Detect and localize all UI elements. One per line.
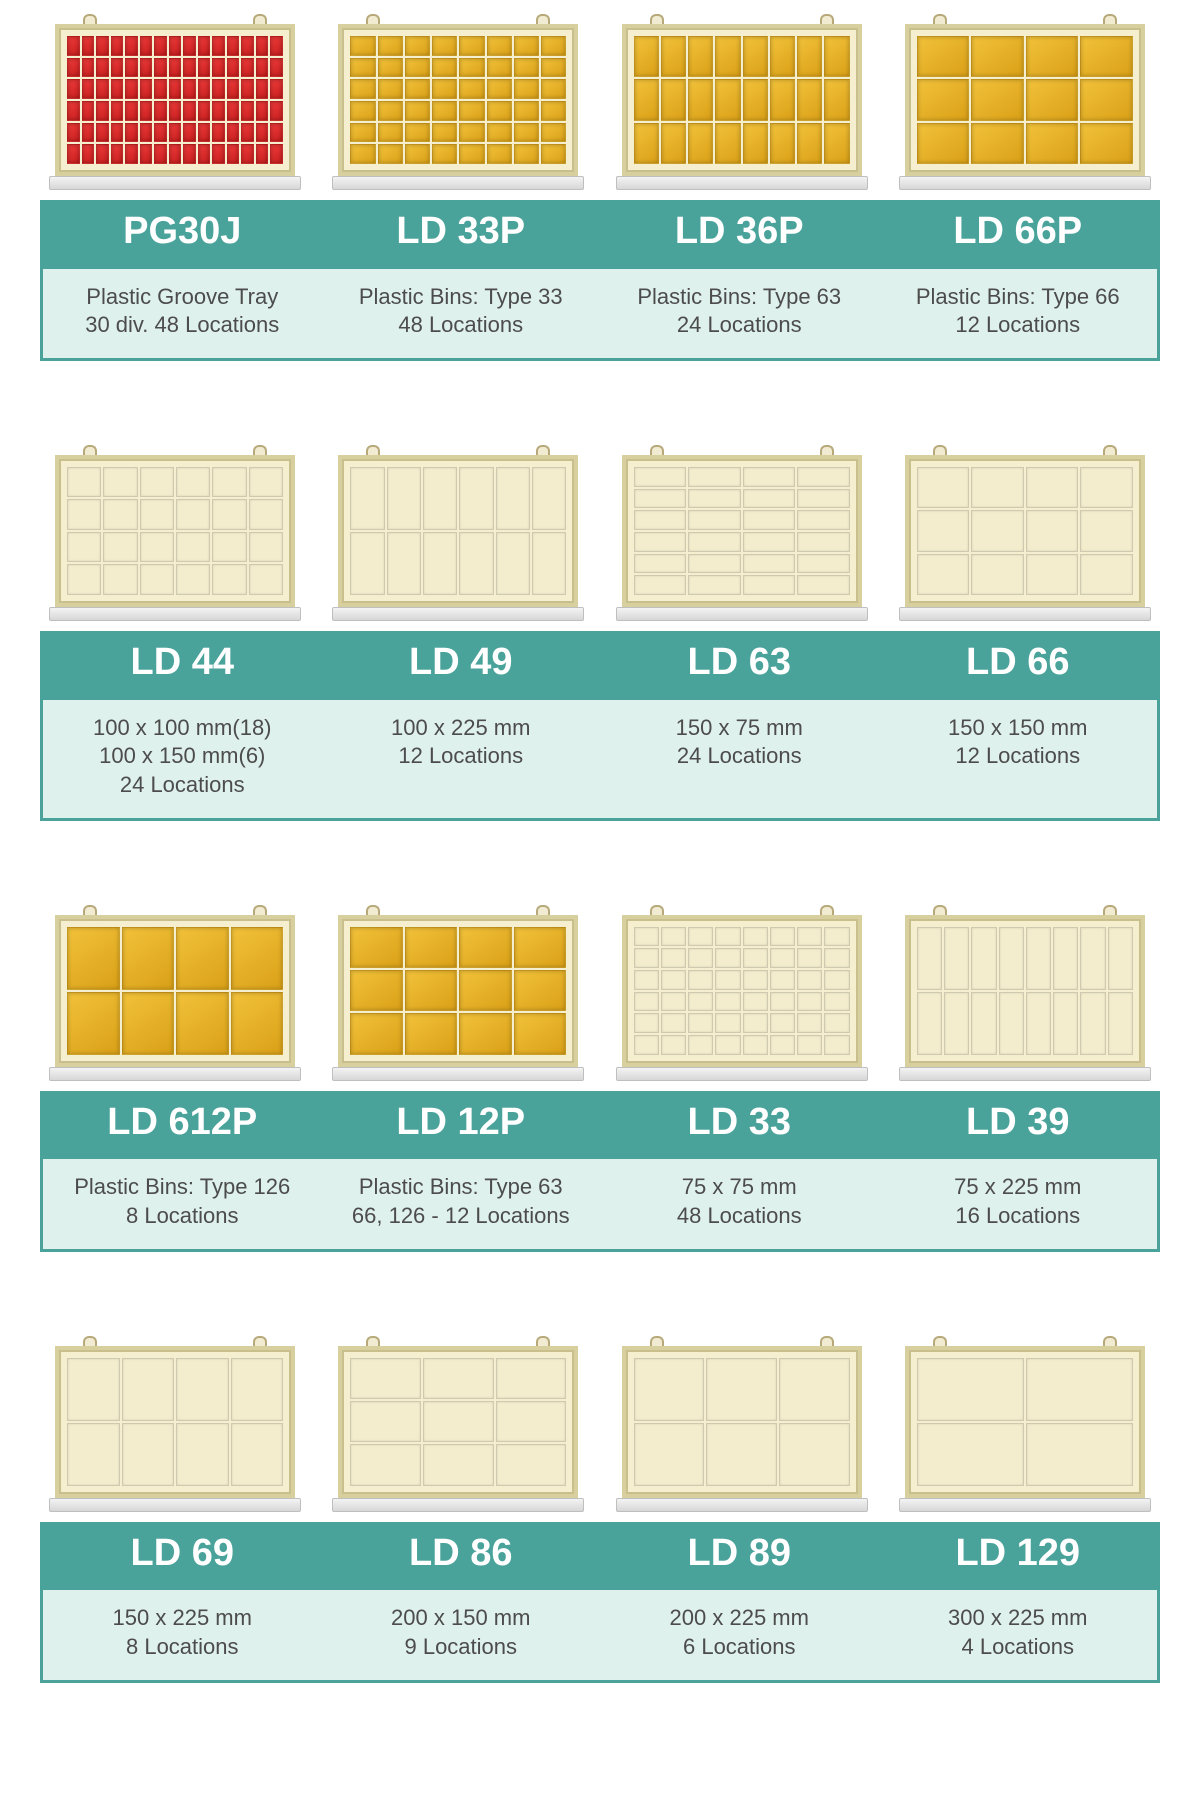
product-code: LD 39 xyxy=(879,1094,1158,1154)
product-description: 150 x 150 mm 12 Locations xyxy=(879,700,1158,818)
tray-illustration xyxy=(905,911,1145,1081)
product-row: LD 612PLD 12PLD 33LD 39Plastic Bins: Typ… xyxy=(40,911,1160,1252)
tray-illustration xyxy=(622,20,862,190)
tray-illustration xyxy=(338,1342,578,1512)
product-description: 75 x 75 mm 48 Locations xyxy=(600,1159,879,1248)
product-description: 300 x 225 mm 4 Locations xyxy=(879,1590,1158,1679)
product-code: LD 33P xyxy=(322,203,601,263)
product-code: LD 69 xyxy=(43,1525,322,1585)
tray-illustration xyxy=(622,911,862,1081)
tray-images-row xyxy=(40,451,1160,621)
tray-cell xyxy=(617,1342,867,1512)
tray-cell xyxy=(333,451,583,621)
titles-band: LD 44LD 49LD 63LD 66 xyxy=(40,631,1160,697)
tray-illustration xyxy=(55,451,295,621)
product-code: LD 63 xyxy=(600,634,879,694)
tray-cell xyxy=(50,20,300,190)
product-code: LD 89 xyxy=(600,1525,879,1585)
tray-cell xyxy=(900,1342,1150,1512)
tray-illustration xyxy=(55,911,295,1081)
product-description: 100 x 225 mm 12 Locations xyxy=(322,700,601,818)
tray-cell xyxy=(333,1342,583,1512)
tray-illustration xyxy=(905,20,1145,190)
product-description: Plastic Bins: Type 126 8 Locations xyxy=(43,1159,322,1248)
product-description: Plastic Bins: Type 63 24 Locations xyxy=(600,269,879,358)
product-description: Plastic Groove Tray 30 div. 48 Locations xyxy=(43,269,322,358)
product-code: LD 36P xyxy=(600,203,879,263)
tray-cell xyxy=(333,20,583,190)
product-description: 200 x 225 mm 6 Locations xyxy=(600,1590,879,1679)
product-row: PG30JLD 33PLD 36PLD 66PPlastic Groove Tr… xyxy=(40,20,1160,361)
product-description: 150 x 225 mm 8 Locations xyxy=(43,1590,322,1679)
product-code: LD 33 xyxy=(600,1094,879,1154)
titles-band: LD 69LD 86LD 89LD 129 xyxy=(40,1522,1160,1588)
tray-cell xyxy=(333,911,583,1081)
tray-cell xyxy=(900,20,1150,190)
tray-illustration xyxy=(905,451,1145,621)
product-code: LD 12P xyxy=(322,1094,601,1154)
tray-illustration xyxy=(338,451,578,621)
product-code: PG30J xyxy=(43,203,322,263)
tray-illustration xyxy=(55,1342,295,1512)
tray-cell xyxy=(900,911,1150,1081)
product-description: 100 x 100 mm(18) 100 x 150 mm(6) 24 Loca… xyxy=(43,700,322,818)
tray-cell xyxy=(50,451,300,621)
titles-band: PG30JLD 33PLD 36PLD 66P xyxy=(40,200,1160,266)
product-description: 75 x 225 mm 16 Locations xyxy=(879,1159,1158,1248)
product-description: Plastic Bins: Type 66 12 Locations xyxy=(879,269,1158,358)
tray-images-row xyxy=(40,20,1160,190)
tray-illustration xyxy=(905,1342,1145,1512)
product-row: LD 69LD 86LD 89LD 129150 x 225 mm 8 Loca… xyxy=(40,1342,1160,1683)
tray-illustration xyxy=(55,20,295,190)
tray-illustration xyxy=(622,451,862,621)
product-row: LD 44LD 49LD 63LD 66100 x 100 mm(18) 100… xyxy=(40,451,1160,821)
tray-cell xyxy=(617,20,867,190)
product-code: LD 612P xyxy=(43,1094,322,1154)
product-code: LD 66 xyxy=(879,634,1158,694)
tray-images-row xyxy=(40,1342,1160,1512)
product-code: LD 66P xyxy=(879,203,1158,263)
product-code: LD 44 xyxy=(43,634,322,694)
tray-illustration xyxy=(338,20,578,190)
descriptions-band: Plastic Bins: Type 126 8 LocationsPlasti… xyxy=(40,1156,1160,1251)
tray-cell xyxy=(617,451,867,621)
tray-cell xyxy=(50,1342,300,1512)
product-code: LD 49 xyxy=(322,634,601,694)
catalog-grid: PG30JLD 33PLD 36PLD 66PPlastic Groove Tr… xyxy=(40,20,1160,1683)
product-description: Plastic Bins: Type 33 48 Locations xyxy=(322,269,601,358)
tray-illustration xyxy=(622,1342,862,1512)
descriptions-band: Plastic Groove Tray 30 div. 48 Locations… xyxy=(40,266,1160,361)
product-code: LD 86 xyxy=(322,1525,601,1585)
tray-cell xyxy=(617,911,867,1081)
tray-cell xyxy=(900,451,1150,621)
titles-band: LD 612PLD 12PLD 33LD 39 xyxy=(40,1091,1160,1157)
descriptions-band: 100 x 100 mm(18) 100 x 150 mm(6) 24 Loca… xyxy=(40,697,1160,821)
tray-illustration xyxy=(338,911,578,1081)
product-description: 200 x 150 mm 9 Locations xyxy=(322,1590,601,1679)
product-description: Plastic Bins: Type 63 66, 126 - 12 Locat… xyxy=(322,1159,601,1248)
descriptions-band: 150 x 225 mm 8 Locations200 x 150 mm 9 L… xyxy=(40,1587,1160,1682)
product-code: LD 129 xyxy=(879,1525,1158,1585)
tray-images-row xyxy=(40,911,1160,1081)
tray-cell xyxy=(50,911,300,1081)
product-description: 150 x 75 mm 24 Locations xyxy=(600,700,879,818)
